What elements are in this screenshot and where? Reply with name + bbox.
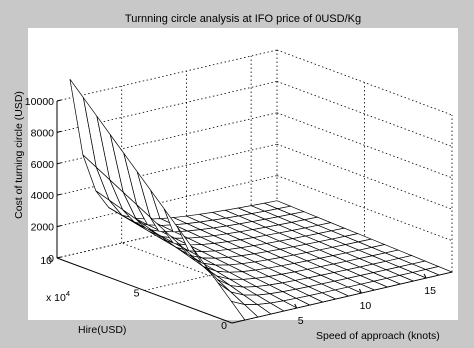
z-tick-mark xyxy=(56,130,62,133)
grid-line xyxy=(276,81,453,147)
x-tick-mark xyxy=(294,303,298,309)
grid-line xyxy=(121,242,297,309)
z-axis-label: Cost of turning circle (USD) xyxy=(13,91,25,219)
z-tick-mark xyxy=(56,256,62,259)
z-tick-label: 2000 xyxy=(31,222,55,234)
surface-patch xyxy=(230,300,259,321)
y-axis-line xyxy=(56,257,233,324)
y-tick-label: 10 xyxy=(40,255,52,267)
grid-line xyxy=(276,112,453,179)
surface-layer xyxy=(69,78,454,321)
z-tick-label: 10000 xyxy=(25,96,54,108)
x-tick-mark xyxy=(358,288,362,294)
y-tick-label: 0 xyxy=(221,320,227,332)
grid-line xyxy=(56,175,278,227)
chart-title: Turnning circle analysis at IFO price of… xyxy=(125,13,361,25)
z-tick-label: 4000 xyxy=(31,190,55,202)
z-tick-label: 8000 xyxy=(31,127,55,139)
tick-layer: 0 2000 4000 6000 8000 10000 0 5 10 5 10 15 xyxy=(25,96,436,332)
grid-line xyxy=(56,143,278,196)
z-tick-label: 6000 xyxy=(31,159,55,171)
y-multiplier-exponent: 4 xyxy=(66,289,70,298)
grid-line xyxy=(56,81,278,133)
y-axis-label: Hire(USD) xyxy=(78,324,126,336)
x-tick-label: 5 xyxy=(298,315,304,327)
z-tick-mark xyxy=(56,99,62,102)
z-tick-mark xyxy=(56,162,62,165)
x-tick-label: 15 xyxy=(424,285,436,297)
x-tick-mark xyxy=(423,273,427,279)
grid-line xyxy=(56,49,278,102)
y-tick-label: 5 xyxy=(134,288,140,300)
grid-line xyxy=(276,175,453,241)
z-tick-mark xyxy=(56,193,62,196)
z-tick-mark xyxy=(56,225,62,228)
z-tick-label: 0 xyxy=(48,253,54,265)
grid-line xyxy=(276,143,453,210)
x-tick-label: 10 xyxy=(360,300,372,312)
grid-line xyxy=(56,112,278,165)
x-axis-label: Speed of approach (knots) xyxy=(316,330,440,342)
y-multiplier-label: x 104 xyxy=(46,289,70,304)
